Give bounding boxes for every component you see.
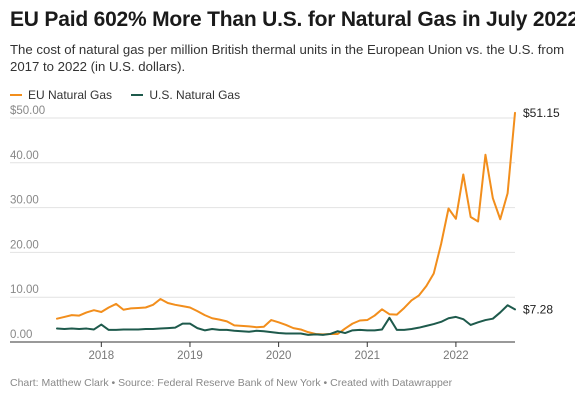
y-tick-label: 30.00 (10, 195, 39, 207)
legend-swatch-us (131, 94, 144, 96)
chart-title: EU Paid 602% More Than U.S. for Natural … (10, 8, 575, 31)
chart-subtitle: The cost of natural gas per million Brit… (10, 42, 565, 74)
series-line-us (56, 304, 516, 336)
y-tick-label: $50.00 (10, 105, 45, 117)
line-chart: $50.00 40.00 30.00 20.00 10.00 0.00 2018 2019 20… (10, 105, 560, 362)
y-tick-label: 0.00 (10, 329, 32, 341)
series-line-eu (56, 111, 516, 336)
end-label-eu: $51.15 (523, 106, 560, 120)
y-tick-label: 10.00 (10, 284, 39, 296)
end-label-us: $7.28 (523, 302, 553, 316)
legend-label-us: U.S. Natural Gas (149, 88, 241, 102)
legend-item-us: U.S. Natural Gas (131, 88, 240, 102)
legend-label-eu: EU Natural Gas (28, 88, 113, 102)
x-tick-label: 2020 (266, 350, 292, 362)
x-tick-label: 2018 (89, 350, 115, 362)
x-tick-label: 2019 (177, 350, 203, 362)
chart-footer: Chart: Matthew Clark • Source: Federal R… (10, 377, 453, 389)
x-tick-label: 2022 (443, 350, 469, 362)
legend-swatch-eu (10, 94, 22, 96)
x-tick-label: 2021 (354, 350, 380, 362)
y-tick-label: 40.00 (10, 150, 39, 162)
y-tick-label: 20.00 (10, 239, 39, 251)
chart-legend: EU Natural Gas U.S. Natural Gas (10, 85, 256, 102)
legend-item-eu: EU Natural Gas (10, 88, 112, 102)
